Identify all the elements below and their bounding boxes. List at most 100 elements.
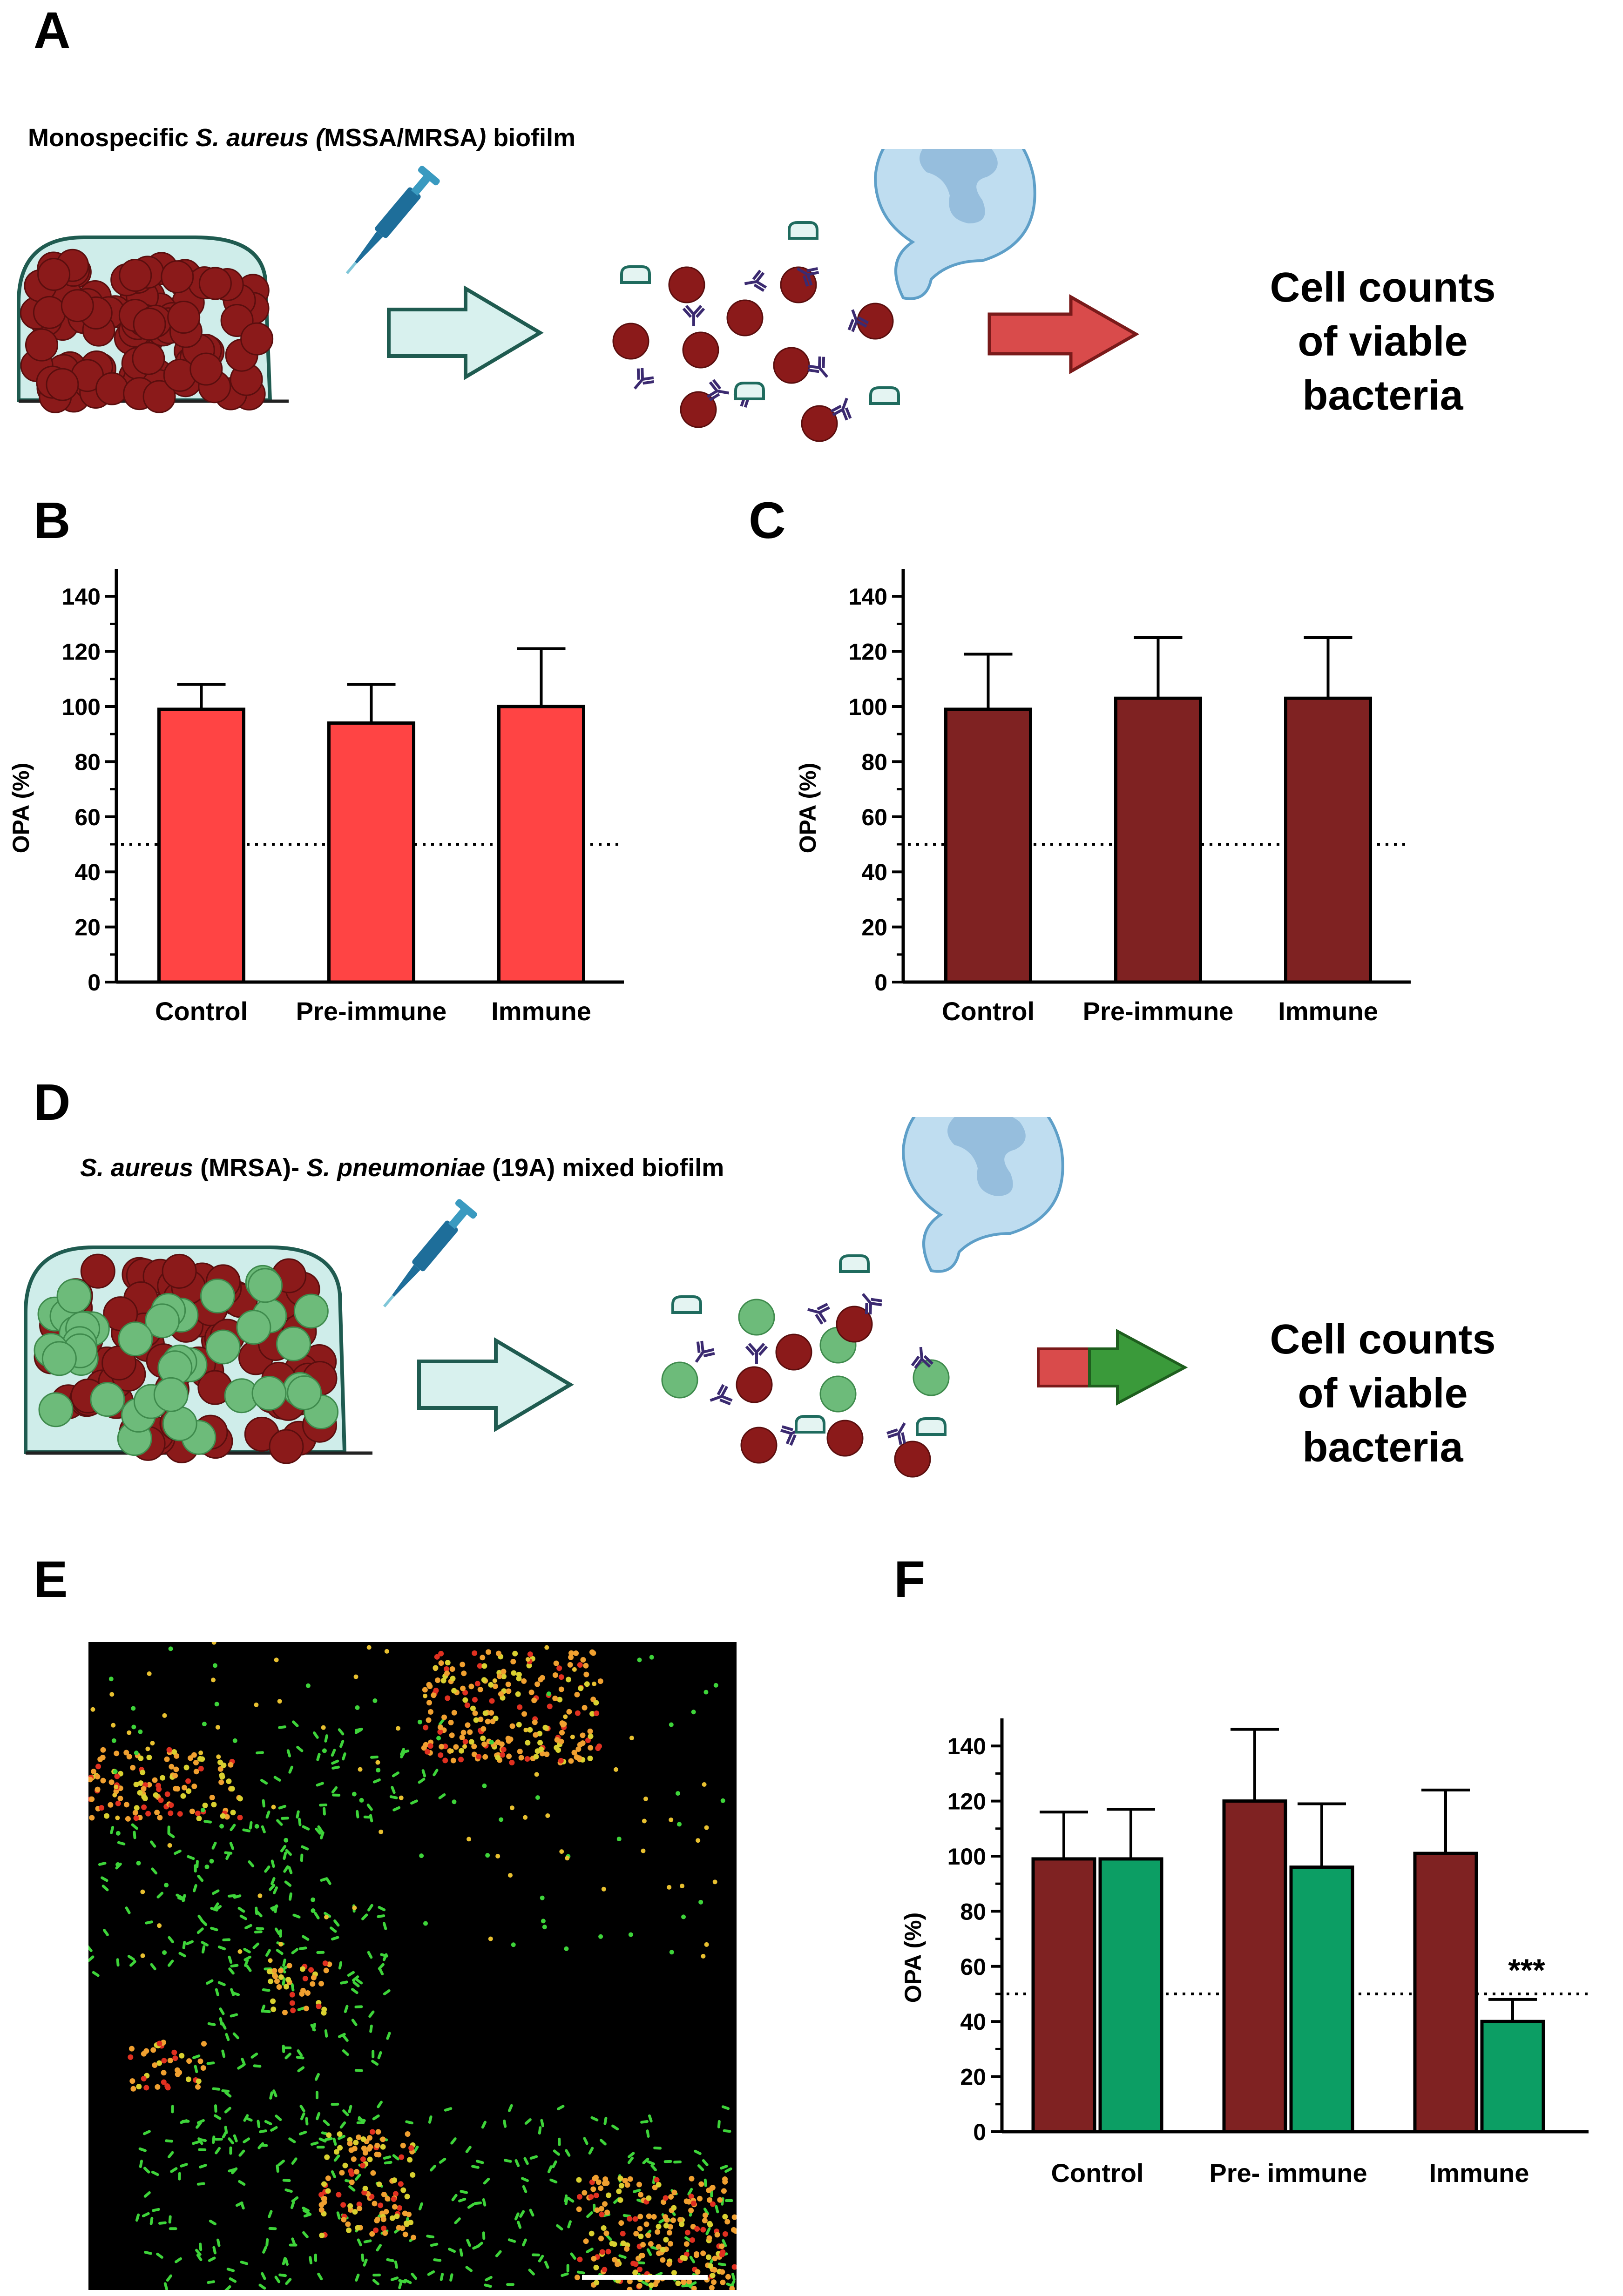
bacterium (212, 2135, 216, 2144)
bacterium (163, 2282, 168, 2290)
chart-c: Control Pre-immune Immune 0 20 40 60 80 100 120 14… (795, 569, 1411, 1026)
bar (327, 721, 415, 984)
bacterium (206, 2061, 215, 2065)
bacterium (259, 2129, 267, 2134)
pneumo-cell (200, 1278, 235, 1313)
bacterium (509, 1760, 515, 1766)
bacterium (369, 1814, 373, 1823)
bacterium (679, 2221, 685, 2227)
bacterium (514, 2212, 520, 2221)
bacterium (143, 2085, 149, 2091)
bacterium (510, 1658, 516, 1664)
bacterium (257, 2120, 261, 2128)
bacterium (201, 1941, 209, 1946)
bacterium (233, 1894, 242, 1899)
bacterium (283, 1865, 289, 1873)
bacterium (400, 2142, 406, 2148)
bacterium (101, 1885, 109, 1892)
staph-cell (46, 368, 79, 401)
bacterium (347, 2141, 353, 2147)
bacterium (476, 1754, 482, 1760)
bacterium (224, 2126, 228, 2134)
bacterium (157, 1815, 163, 1821)
bacterium (731, 2214, 737, 2220)
staph-cell (161, 260, 194, 294)
bacterium (710, 2201, 716, 2207)
bacterium (377, 1914, 385, 1918)
bacterium (276, 1984, 282, 1990)
bacterium (711, 2279, 717, 2285)
bacterium (278, 1942, 284, 1947)
bacterium (552, 2160, 557, 2168)
bacterium (649, 1655, 654, 1660)
bacterium (567, 2220, 572, 2229)
bacterium (168, 1646, 173, 1651)
bacterium (203, 1820, 212, 1824)
bacterium (212, 2246, 216, 2255)
bacterium (689, 2281, 697, 2287)
bacterium (161, 2058, 167, 2064)
bacterium (633, 2188, 641, 2193)
bacterium (496, 1673, 502, 1679)
bacterium (525, 1740, 531, 1746)
bacterium (599, 2249, 605, 2255)
bacterium (522, 2185, 527, 2193)
bacterium (518, 1755, 524, 1761)
bacterium (222, 1938, 231, 1942)
bacterium (540, 2119, 545, 2128)
bacterium (627, 2156, 634, 2164)
bacterium (229, 1786, 235, 1792)
bacterium (357, 2238, 362, 2247)
bacterium (221, 2049, 226, 2058)
bacterium (485, 1649, 491, 1655)
bacterium (375, 1760, 380, 1765)
bacterium (707, 2197, 713, 2203)
bacterium (354, 2174, 361, 2181)
bacterium (361, 2145, 367, 2151)
bacterium (566, 1709, 572, 1715)
staph-cell (740, 1427, 778, 1464)
bacterium (594, 1710, 600, 1717)
bacterium (347, 1971, 355, 1977)
bacterium (694, 2226, 700, 2232)
bacterium (288, 1765, 293, 1774)
bacterium (261, 1825, 266, 1833)
y-tick-label: 120 (947, 1789, 986, 1815)
bacterium (483, 2177, 490, 2185)
bacterium (214, 1702, 219, 1707)
bacterium (561, 2272, 569, 2277)
bacterium (573, 1650, 579, 1656)
y-tick-label: 80 (861, 749, 887, 775)
bacterium (269, 1884, 276, 1891)
bacterium (588, 2194, 594, 2200)
bacterium (369, 2129, 375, 2135)
bacterium (637, 1657, 642, 1663)
bacterium (638, 2233, 644, 2239)
bacterium (586, 2211, 593, 2218)
bacterium (465, 2266, 473, 2272)
category-label: Control (942, 997, 1035, 1026)
bacterium (571, 1750, 577, 1756)
bacterium (270, 1905, 278, 1910)
bacterium (719, 2269, 725, 2275)
bacterium (647, 2160, 655, 2166)
bacterium (198, 1751, 203, 1756)
bacterium (421, 1769, 426, 1778)
bacterium (588, 2230, 595, 2236)
bacterium (629, 1736, 634, 1741)
bacterium (151, 1867, 158, 1875)
bacterium (711, 2267, 717, 2273)
bacterium (243, 2114, 249, 2122)
bacterium (196, 1816, 202, 1822)
bacterium (270, 2126, 278, 2132)
bacterium (539, 1675, 545, 1681)
bacterium (257, 1893, 263, 1899)
bacterium (112, 1792, 117, 1798)
staph-cell (162, 1253, 197, 1289)
pneumo-cell (118, 1321, 153, 1357)
bacterium (411, 2272, 418, 2280)
bar (1222, 1799, 1287, 2134)
bacterium (277, 2159, 285, 2166)
bacterium (299, 1991, 305, 1997)
bacterium (268, 1958, 273, 1963)
